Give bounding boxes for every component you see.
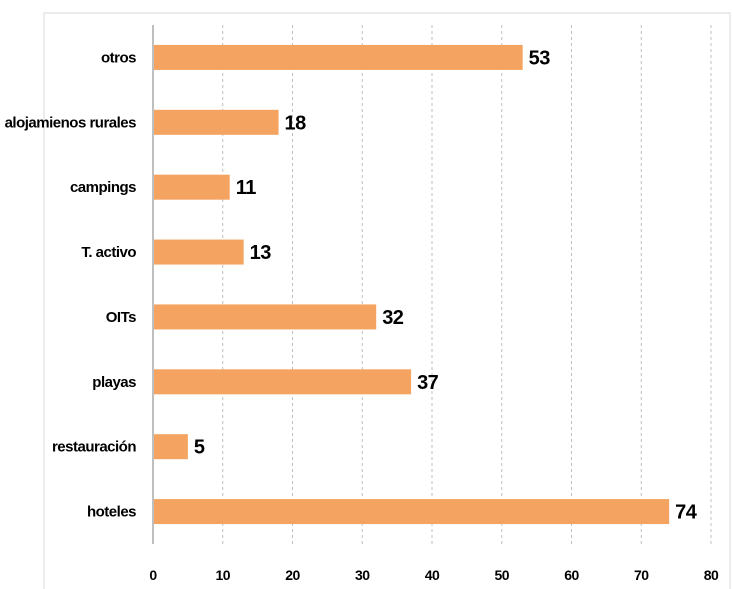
data-label: 5 [194,437,205,459]
data-label: 74 [675,502,698,524]
category-label: T. activo [81,244,136,261]
bars [154,44,670,525]
bar [154,44,523,70]
x-tick-label: 80 [704,567,719,583]
data-label: 37 [417,372,439,394]
value-labels: 53 18 11 13 32 37 5 74 [194,47,698,523]
bar [154,239,244,265]
category-labels: otros alojamienos rurales campings T. activ… [5,49,137,520]
category-label: hoteles [87,504,136,521]
category-label: campings [70,179,136,196]
x-tick-labels: 0 10 20 30 40 50 60 70 80 [149,567,719,583]
category-label: OITs [106,309,136,326]
data-label: 11 [236,177,257,199]
bar [154,174,230,200]
x-tick-label: 20 [285,567,300,583]
x-tick-label: 10 [215,567,230,583]
bar [154,304,377,330]
category-label: alojamienos rurales [5,114,137,131]
bar [154,499,670,525]
x-tick-label: 50 [494,567,509,583]
x-tick-label: 70 [634,567,649,583]
chart-frame [43,12,731,589]
bar [154,109,279,135]
category-label: restauración [52,439,136,456]
data-label: 13 [250,242,272,264]
bar [154,434,188,460]
x-tick-label: 60 [564,567,579,583]
bar [154,369,412,395]
category-label: playas [92,374,136,391]
x-tick-label: 0 [149,567,157,583]
data-label: 32 [382,307,404,329]
x-tick-label: 40 [425,567,440,583]
data-label: 53 [529,47,551,69]
x-tick-label: 30 [355,567,370,583]
category-label: otros [101,49,136,66]
data-label: 18 [285,112,307,134]
